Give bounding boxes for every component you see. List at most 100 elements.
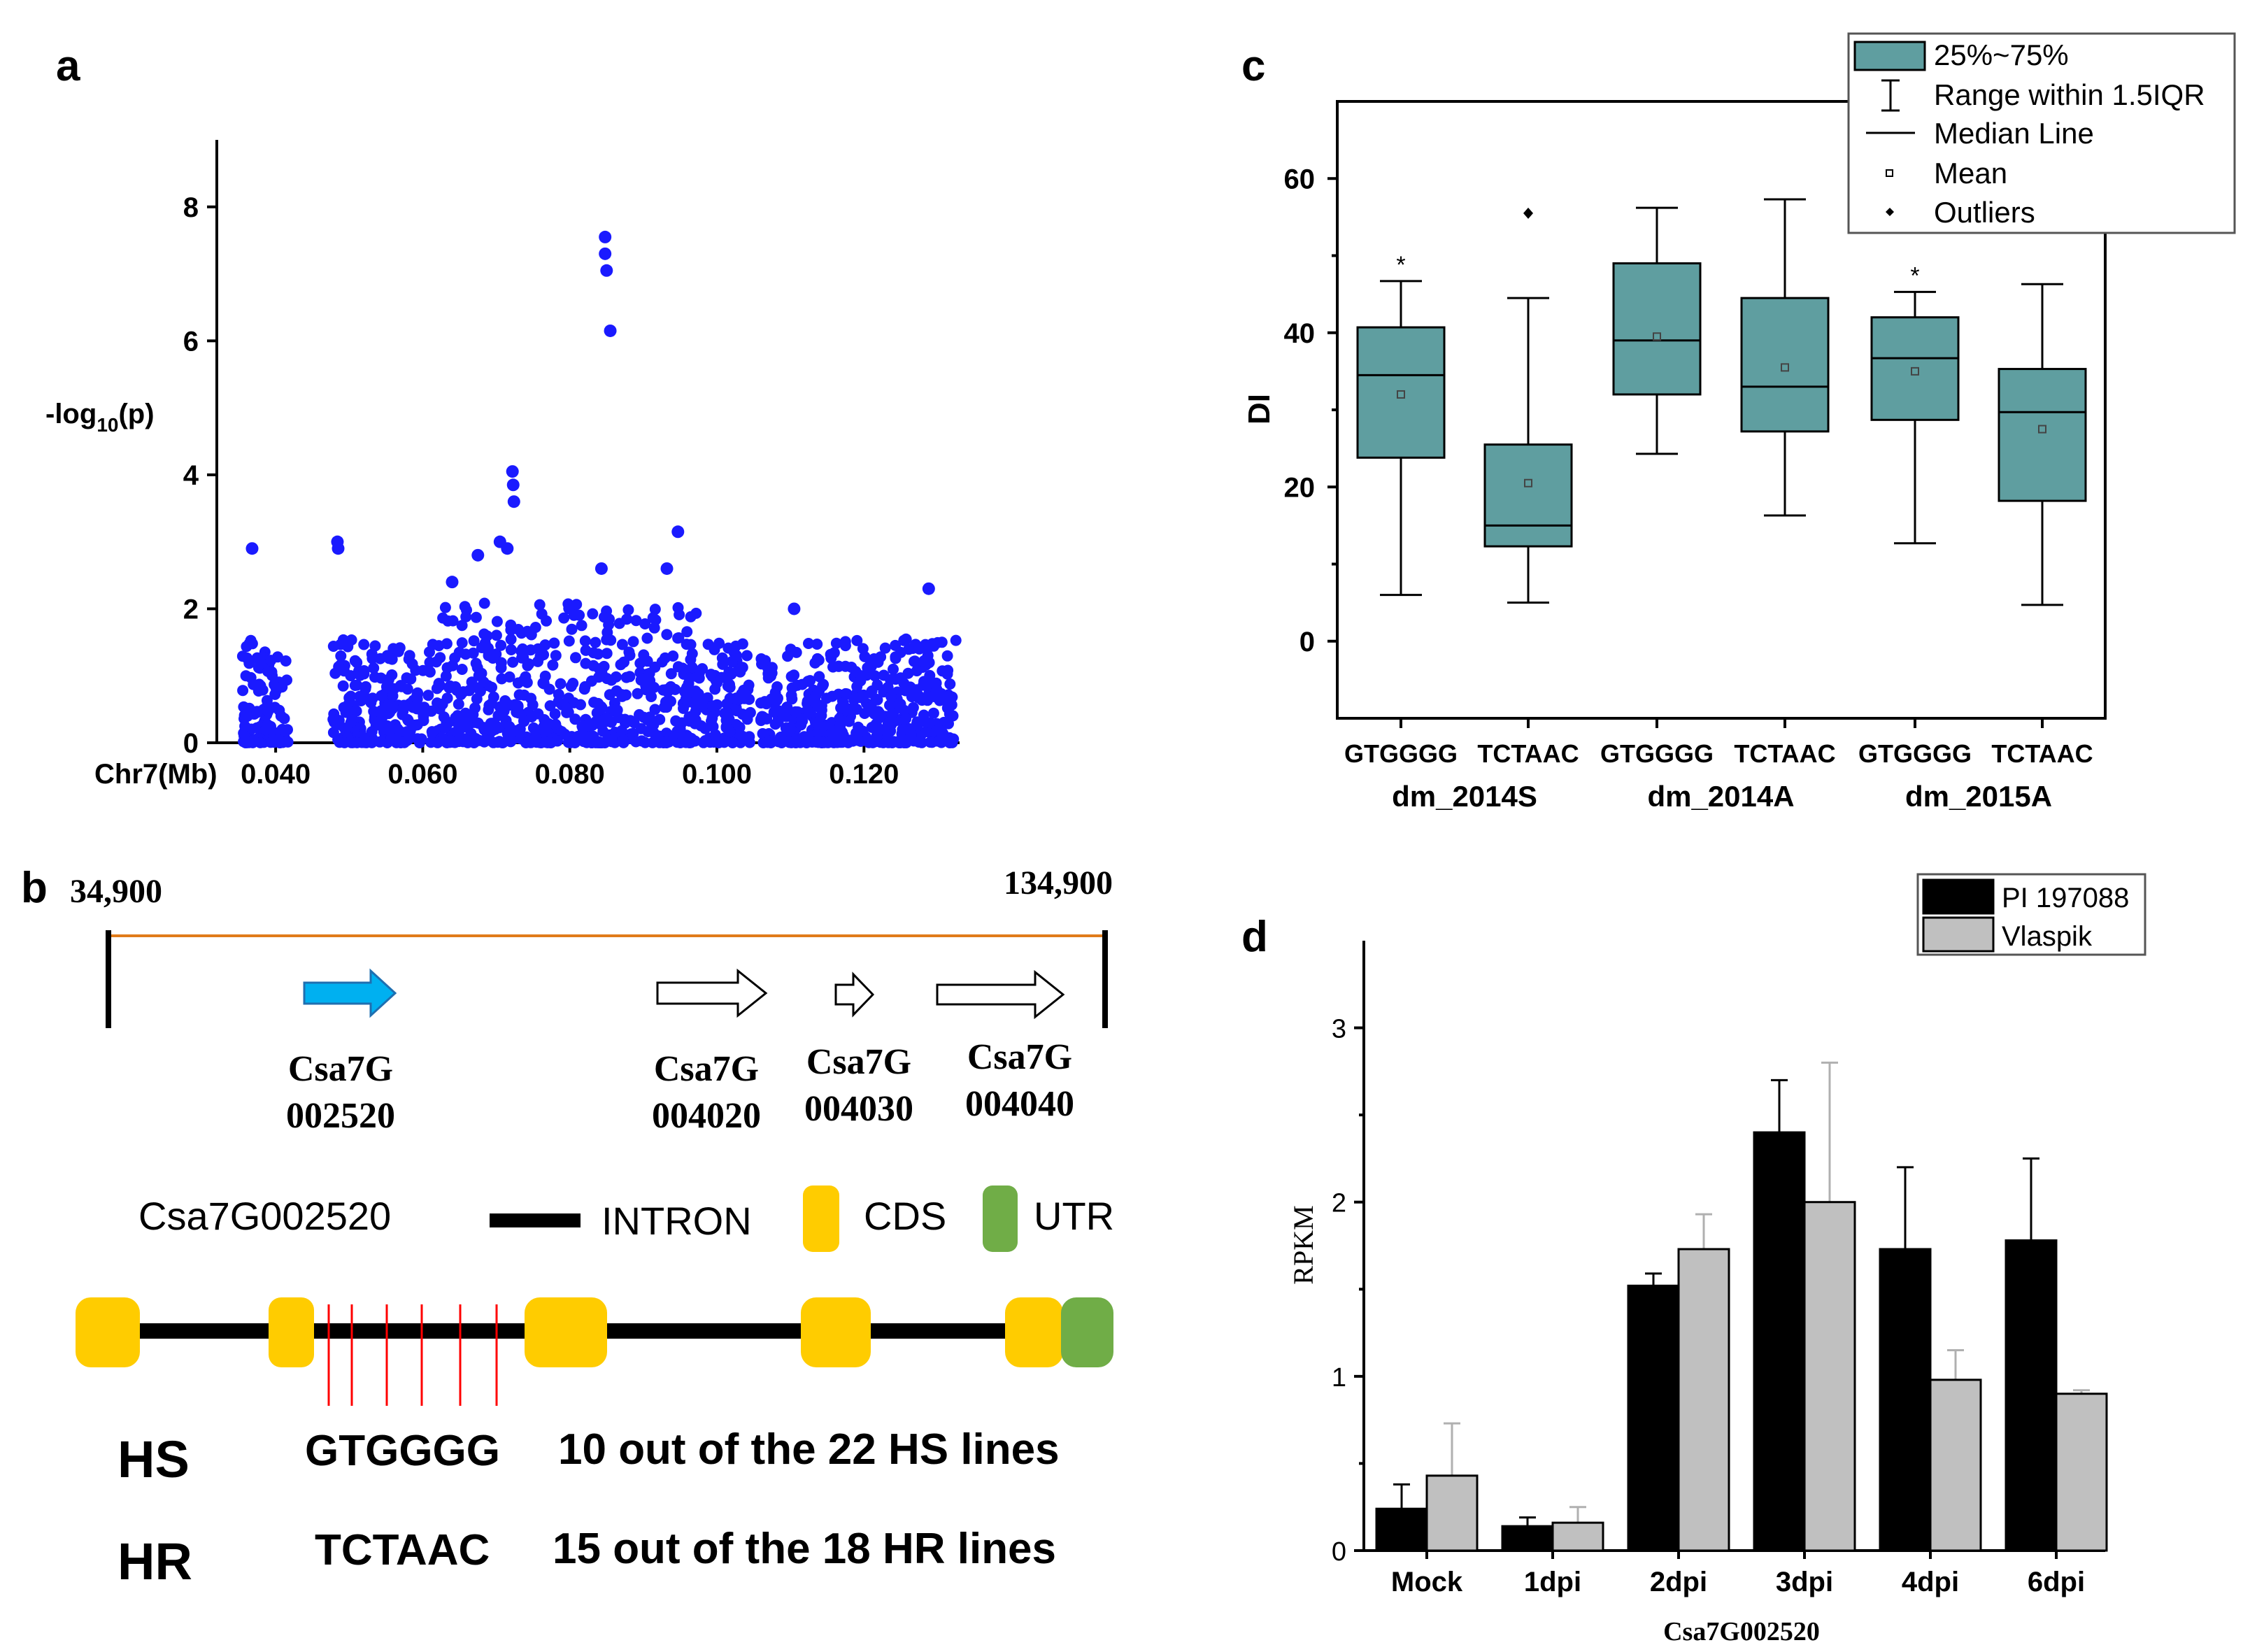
snp-point <box>862 662 874 674</box>
snp-point <box>660 696 671 708</box>
snp-point <box>724 678 735 690</box>
snp-point <box>843 703 855 715</box>
snp-point <box>730 650 742 662</box>
d-x-tick-label: 3dpi <box>1776 1567 1833 1597</box>
snp-point <box>743 736 755 748</box>
snp-point <box>905 723 916 735</box>
d-bar-pi <box>1375 1507 1428 1552</box>
legend-vlaspik-swatch <box>1922 916 1995 953</box>
snp-point <box>539 670 551 682</box>
snp-point <box>523 626 535 638</box>
snp-point <box>588 660 599 671</box>
snp-point <box>588 697 600 708</box>
panel-a: a 0 2 4 6 8 0.040 0.060 0.080 0.100 0.120 -log10… <box>45 42 962 790</box>
snp-point <box>616 639 628 650</box>
snp-point <box>499 695 511 706</box>
gene-label-004020-l2: 004020 <box>652 1096 761 1136</box>
snp-point <box>550 650 562 662</box>
d-x-tick-label: Mock <box>1391 1567 1463 1597</box>
snp-point <box>404 650 415 662</box>
snp-point <box>543 683 555 695</box>
region-start: 34,900 <box>70 873 162 910</box>
hr-label: HR <box>118 1532 192 1590</box>
snp-point <box>882 681 894 693</box>
snp-point <box>719 707 730 719</box>
snp-point <box>453 720 465 732</box>
c-mean-marker <box>1653 332 1661 341</box>
snp-point <box>928 640 940 652</box>
c-x-tick-label: GTGGGG <box>1858 739 1972 768</box>
snp-point <box>606 674 618 686</box>
a-x-tick-label: 0.080 <box>535 759 605 790</box>
snp-point <box>470 611 482 623</box>
c-x-tick-label: GTGGGG <box>1600 739 1714 768</box>
snp-point <box>594 737 606 748</box>
snp-point-highlight <box>446 576 459 589</box>
snp-point <box>884 699 896 711</box>
legend-gene-name: Csa7G002520 <box>138 1194 391 1238</box>
exon-2 <box>269 1297 314 1367</box>
snp-point <box>536 608 548 620</box>
snp-point <box>382 676 394 688</box>
gene-arrow-002520 <box>303 968 397 1018</box>
snp-point <box>358 639 370 650</box>
snp-point <box>358 668 370 680</box>
snp-point <box>944 737 955 748</box>
a-y-tick-label: 6 <box>183 326 199 357</box>
snp-point <box>255 736 266 748</box>
snp-point <box>478 628 490 640</box>
snp-point <box>683 672 695 684</box>
snp-point <box>804 706 816 718</box>
snp-point <box>839 660 851 672</box>
snp-point <box>683 711 695 723</box>
snp-point <box>852 728 864 739</box>
snp-point <box>567 678 579 689</box>
snp-point <box>401 726 413 738</box>
hs-haplotype: GTGGGG <box>305 1427 500 1475</box>
snp-point <box>349 655 361 667</box>
snp-point <box>255 657 266 669</box>
snp-point <box>657 684 669 696</box>
snp-point <box>460 648 471 660</box>
snp-point <box>457 733 469 745</box>
snp-point <box>418 711 429 722</box>
snp-point <box>760 655 771 667</box>
snp-point <box>871 679 883 691</box>
snp-point <box>460 707 471 719</box>
snp-point <box>453 698 464 710</box>
snp-point <box>335 650 347 662</box>
d-bar-vlaspik <box>1551 1521 1604 1552</box>
snp-point <box>784 722 796 734</box>
snp-point <box>672 661 684 673</box>
snp-point <box>851 634 863 646</box>
snp-point <box>641 632 653 644</box>
snp-point <box>786 682 798 694</box>
snp-point <box>407 702 419 713</box>
snp-point <box>681 639 692 650</box>
snp-point <box>627 636 639 648</box>
c-x-tick-label: TCTAAC <box>1991 739 2093 768</box>
snp-point <box>944 678 956 690</box>
snp-point <box>705 669 717 681</box>
snp-point <box>417 664 429 676</box>
snp-point <box>874 708 885 720</box>
c-star-marker: * <box>1396 252 1405 278</box>
snp-point-highlight <box>332 542 345 555</box>
snp-point <box>387 690 399 702</box>
snp-point <box>505 644 517 655</box>
snp-point <box>816 710 827 721</box>
snp-point <box>378 722 390 733</box>
snp-point-highlight <box>671 525 685 539</box>
c-mean-marker <box>1397 390 1405 399</box>
snp-point <box>686 648 698 660</box>
c-mean-marker <box>1524 478 1532 487</box>
gene-arrow-004020 <box>656 968 768 1018</box>
a-x-label: Chr7(Mb) <box>94 759 218 790</box>
snp-point <box>237 685 249 697</box>
snp-point <box>649 604 661 615</box>
snp-point <box>909 655 920 667</box>
snp-point <box>493 722 505 734</box>
snp-point <box>851 681 863 692</box>
c-group-label: dm_2015A <box>1905 780 2052 813</box>
snp-point <box>624 671 636 683</box>
